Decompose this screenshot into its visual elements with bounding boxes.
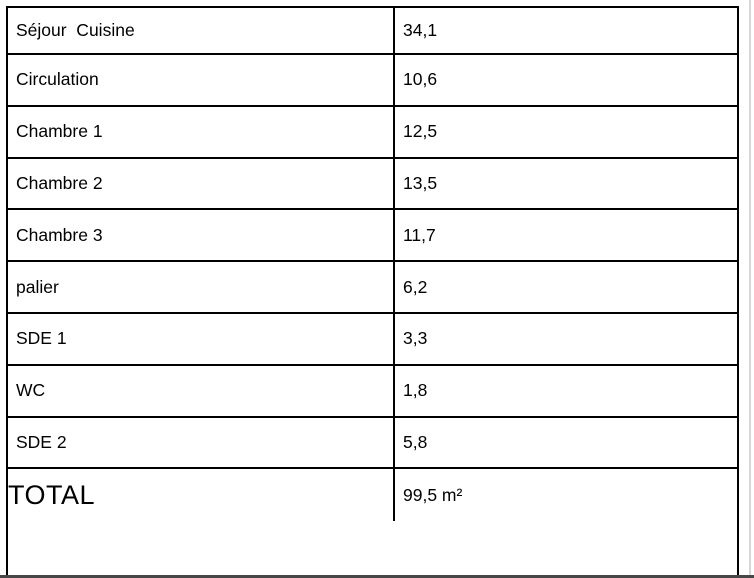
table-row: Circulation 10,6 xyxy=(6,53,739,107)
room-area-cell: 6,2 xyxy=(393,260,739,314)
page-edge-line xyxy=(749,0,751,578)
table-row: SDE 1 3,3 xyxy=(6,311,739,366)
room-name-cell: SDE 2 xyxy=(6,415,395,470)
table-row: Séjour Cuisine 34,1 xyxy=(6,6,739,55)
table-row: Chambre 2 13,5 xyxy=(6,156,739,211)
table-row: Chambre 3 11,7 xyxy=(6,208,739,263)
room-name-cell: WC xyxy=(6,363,395,418)
table-row: WC 1,8 xyxy=(6,363,739,418)
table-row: SDE 2 5,8 xyxy=(6,415,739,470)
room-name-cell: Chambre 3 xyxy=(6,208,395,263)
room-name-cell: Séjour Cuisine xyxy=(6,6,395,55)
room-area-cell: 12,5 xyxy=(393,104,739,159)
total-area-cell: 99,5 m² xyxy=(393,467,739,524)
room-name-cell: SDE 1 xyxy=(6,311,395,366)
room-area-cell: 10,6 xyxy=(393,53,739,107)
room-name-cell: Chambre 1 xyxy=(6,104,395,159)
table-row: Chambre 1 12,5 xyxy=(6,104,739,159)
total-row: TOTAL 99,5 m² xyxy=(6,467,739,524)
room-area-cell: 5,8 xyxy=(393,415,739,470)
room-area-cell: 1,8 xyxy=(393,363,739,418)
room-name-cell: Chambre 2 xyxy=(6,156,395,211)
room-area-cell: 13,5 xyxy=(393,156,739,211)
table-row: palier 6,2 xyxy=(6,260,739,314)
room-area-cell: 11,7 xyxy=(393,208,739,263)
screenshot-bottom-edge xyxy=(0,575,754,578)
room-area-cell: 3,3 xyxy=(393,311,739,366)
room-area-table: Séjour Cuisine 34,1 Circulation 10,6 Cha… xyxy=(6,6,739,524)
room-name-cell: Circulation xyxy=(6,53,395,107)
room-name-cell: palier xyxy=(6,260,395,314)
empty-table-continuation xyxy=(6,521,739,578)
room-area-cell: 34,1 xyxy=(393,6,739,55)
total-label-cell: TOTAL xyxy=(6,467,395,524)
